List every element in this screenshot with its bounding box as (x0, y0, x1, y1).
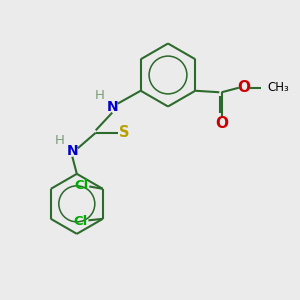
Text: N: N (106, 100, 118, 114)
Text: Cl: Cl (74, 179, 88, 192)
Text: N: N (67, 144, 78, 158)
Text: O: O (238, 80, 251, 95)
Text: O: O (215, 116, 228, 131)
Text: H: H (95, 89, 105, 102)
Text: S: S (119, 125, 130, 140)
Text: CH₃: CH₃ (267, 81, 289, 94)
Text: Cl: Cl (73, 215, 87, 228)
Text: H: H (55, 134, 65, 147)
